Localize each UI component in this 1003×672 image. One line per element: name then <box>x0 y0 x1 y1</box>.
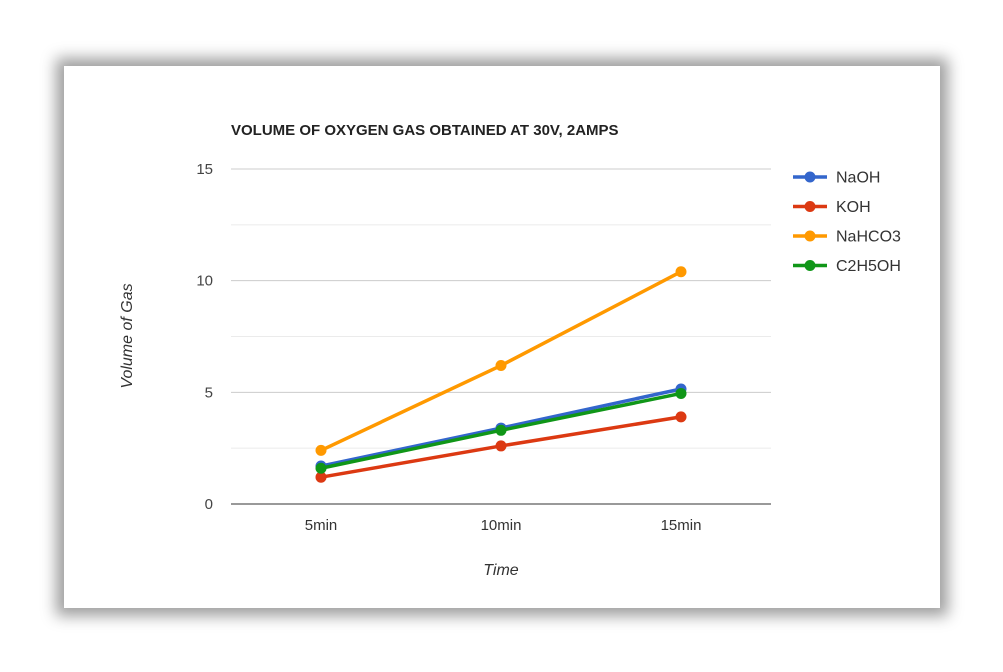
x-tick-label: 15min <box>661 517 702 534</box>
data-point-c2h5oh <box>315 462 327 474</box>
x-axis-label: Time <box>483 562 519 579</box>
data-point-koh <box>495 440 507 452</box>
legend: NaOH KOH NaHCO3 C2H5OH <box>793 170 901 275</box>
x-tick-label: 10min <box>481 517 522 534</box>
axes: 0 5 10 15 5min 10min 15min <box>196 161 771 534</box>
data-point-nahco3 <box>315 444 327 456</box>
series-lines <box>315 266 687 483</box>
x-tick-label: 5min <box>305 517 338 534</box>
data-point-nahco3 <box>495 360 507 372</box>
data-point-nahco3 <box>675 266 687 278</box>
legend-marker-naoh <box>804 171 816 183</box>
gridlines <box>231 168 771 449</box>
legend-label-c2h5oh: C2H5OH <box>836 258 901 275</box>
data-point-c2h5oh <box>675 387 687 399</box>
data-point-koh <box>675 411 687 423</box>
legend-marker-koh <box>804 201 816 212</box>
legend-label-nahco3: NaHCO3 <box>836 229 901 246</box>
chart-title: VOLUME OF OXYGEN GAS OBTAINED AT 30V, 2A… <box>231 122 619 139</box>
y-tick-label: 15 <box>196 161 213 178</box>
legend-label-koh: KOH <box>836 199 871 216</box>
data-point-c2h5oh <box>495 424 507 436</box>
y-tick-label: 0 <box>205 496 213 513</box>
y-tick-label: 5 <box>205 384 213 401</box>
data-point-koh <box>315 471 327 483</box>
y-tick-label: 10 <box>196 273 213 290</box>
legend-label-naoh: NaOH <box>836 170 880 187</box>
legend-marker-c2h5oh <box>804 260 816 271</box>
legend-marker-nahco3 <box>804 230 816 242</box>
y-axis-label: Volume of Gas <box>119 283 136 388</box>
